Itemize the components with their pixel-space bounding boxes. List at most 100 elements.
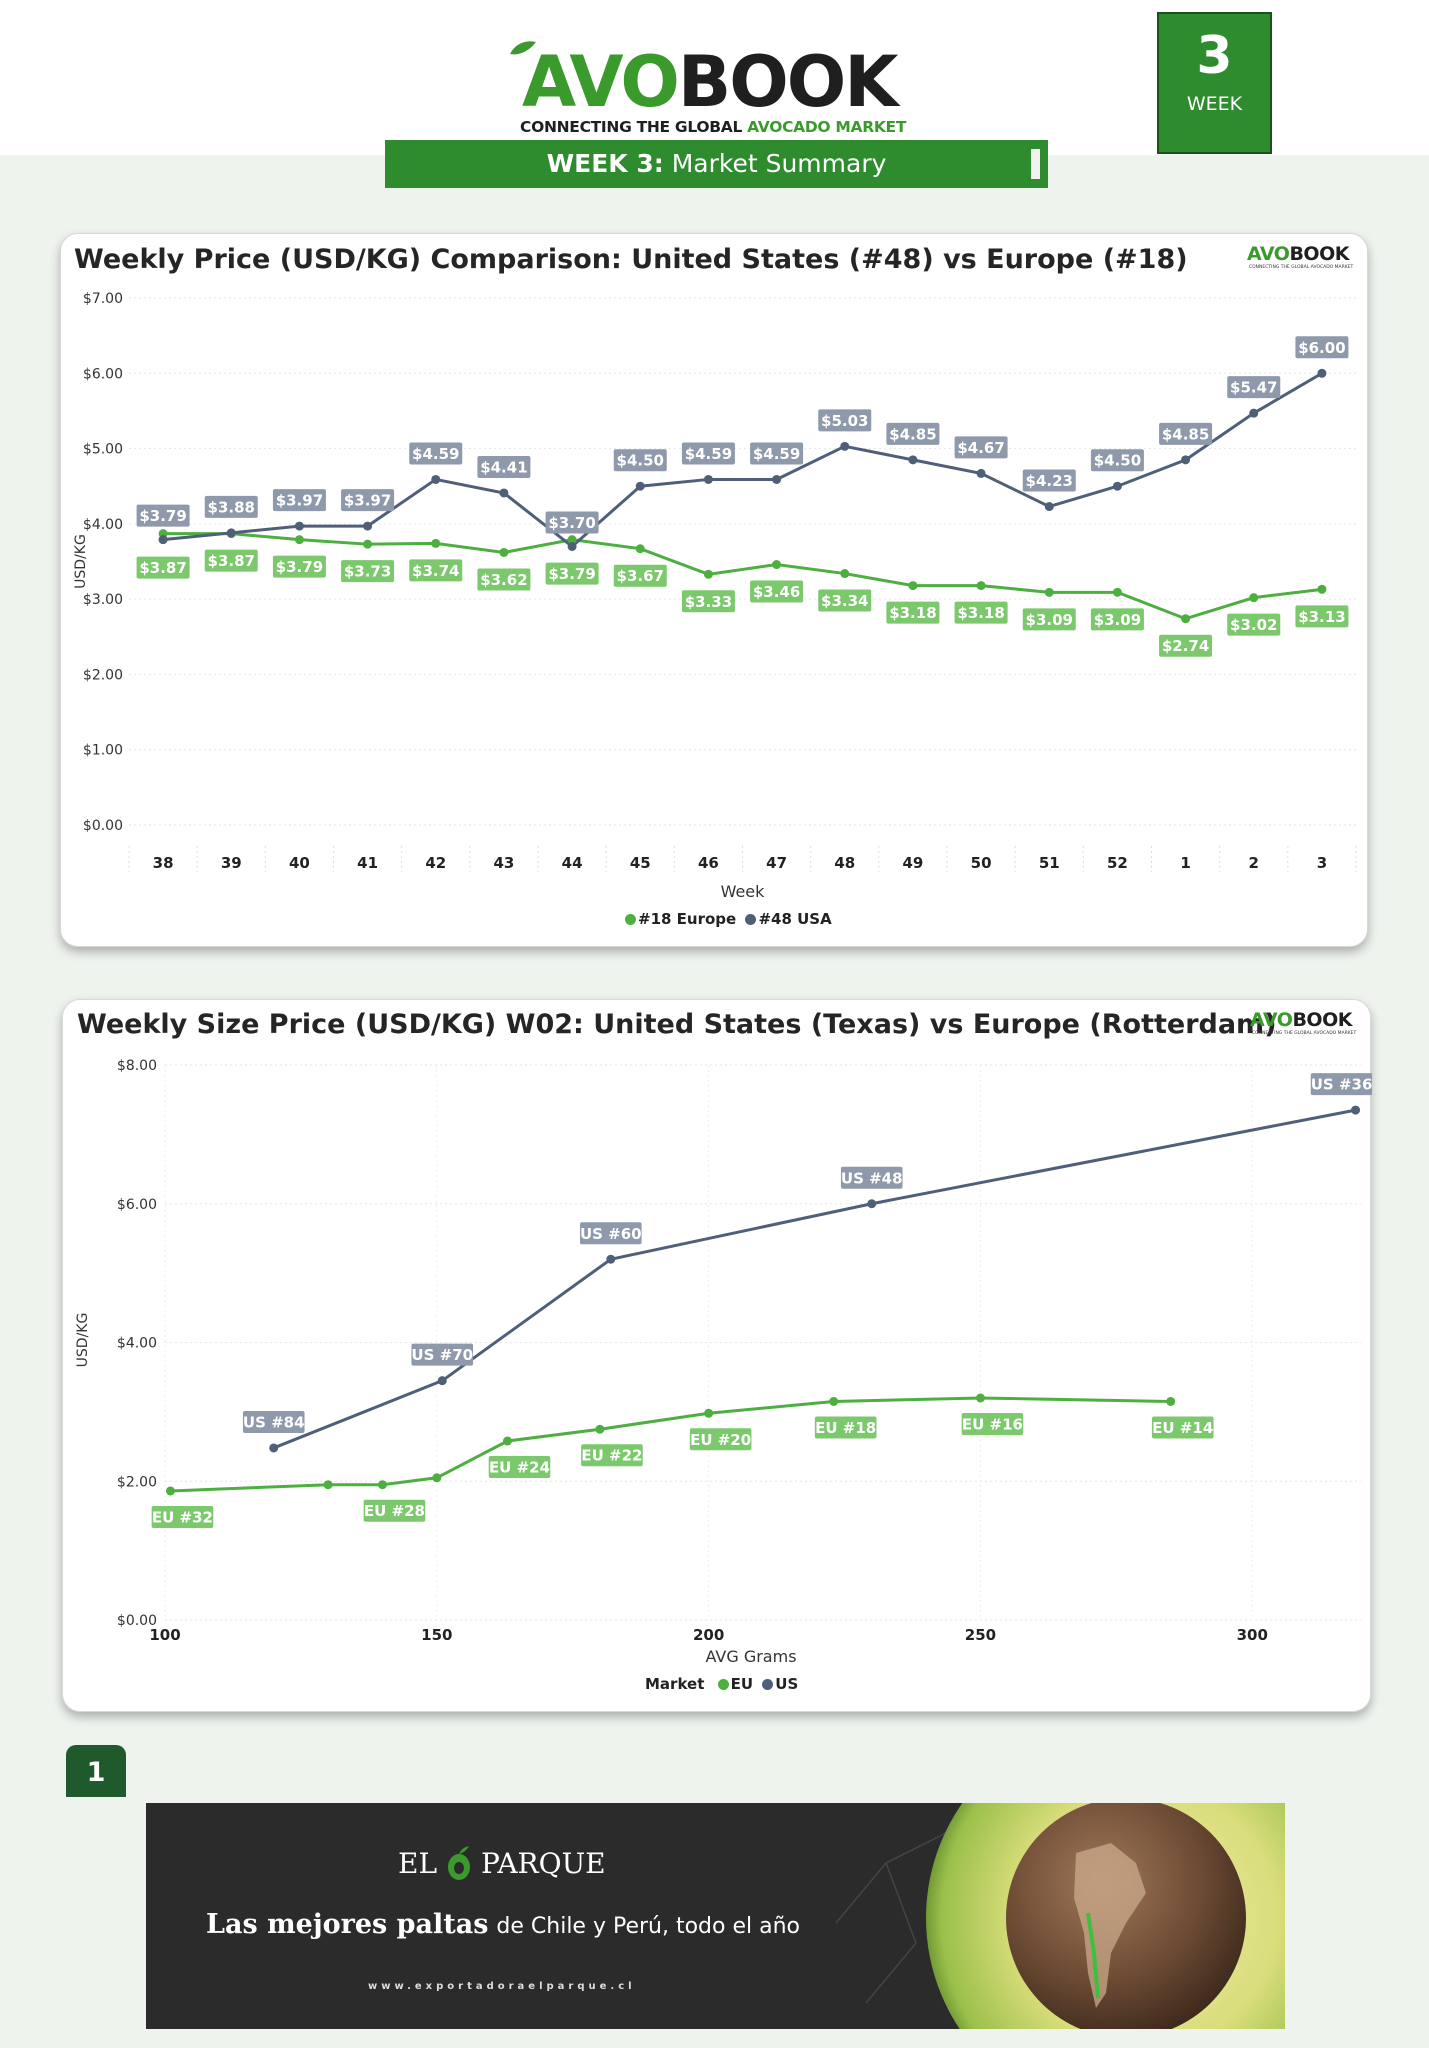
- europe-point: [499, 547, 509, 557]
- europe-value-label: $3.62: [480, 571, 527, 589]
- eu-size-label-bg: [581, 1444, 643, 1467]
- usa-point: [226, 528, 236, 538]
- usa-point: [363, 521, 373, 531]
- x-axis-label: AVG Grams: [705, 1647, 796, 1666]
- legend-europe[interactable]: #18 Europe: [638, 910, 737, 928]
- x-tick-label: 40: [289, 854, 310, 872]
- eu-point: [595, 1424, 605, 1434]
- usa-point: [840, 441, 850, 451]
- y-tick-label: $2.00: [83, 667, 123, 683]
- usa-value-label-bg: [204, 495, 258, 518]
- y-axis-label: USD/KG: [73, 534, 89, 589]
- chart-legend: #18 Europe #48 USA: [621, 910, 832, 928]
- usa-value-label: $3.97: [276, 492, 323, 510]
- europe-value-label: $3.33: [685, 593, 732, 611]
- europe-value-label-bg: [750, 580, 804, 603]
- eu-point: [323, 1480, 333, 1490]
- europe-value-label: $3.18: [957, 604, 1004, 622]
- week-banner: WEEK 3: Market Summary: [385, 140, 1048, 188]
- europe-point: [703, 569, 713, 579]
- x-tick-label: 38: [153, 854, 174, 872]
- usa-point: [1249, 408, 1259, 418]
- avocado-image: [835, 1803, 1285, 2029]
- usa-point: [635, 481, 645, 491]
- eu-size-label: EU #32: [152, 1508, 213, 1526]
- eu-size-label: EU #22: [581, 1447, 642, 1465]
- x-tick-label: 52: [1107, 854, 1128, 872]
- europe-value-label-bg: [1090, 608, 1144, 631]
- usa-value-label: $4.50: [1094, 452, 1141, 470]
- usa-point: [567, 541, 577, 551]
- y-tick-label: $6.00: [117, 1197, 157, 1213]
- weekly-price-line-chart: $0.00 $1.00 $2.00 $3.00 $4.00 $5.00 $6.00 $7.00…: [73, 291, 1357, 901]
- legend-eu[interactable]: EU: [730, 1675, 754, 1693]
- logo-tagline: CONNECTING THE GLOBAL AVOCADO MARKET: [520, 118, 907, 136]
- usa-value-label: $3.79: [139, 507, 186, 525]
- chart-title: Weekly Price (USD/KG) Comparison: United…: [74, 244, 1188, 275]
- europe-point: [772, 560, 782, 570]
- x-tick-label: 300: [1237, 1626, 1268, 1644]
- us-size-label: US #60: [580, 1225, 642, 1243]
- ad-brand: EL PARQUE: [398, 1846, 606, 1880]
- us-point: [606, 1254, 616, 1264]
- eu-point: [975, 1393, 985, 1403]
- x-tick-label: 51: [1039, 854, 1060, 872]
- eu-size-label: EU #24: [489, 1459, 550, 1477]
- europe-value-label: $3.79: [276, 558, 323, 576]
- avobook-logo[interactable]: AVOBOOK CONNECTING THE GLOBAL AVOCADO MA…: [508, 40, 928, 140]
- eu-line: [170, 1396, 1171, 1493]
- usa-point: [1181, 455, 1191, 465]
- usa-value-label: $4.67: [957, 439, 1004, 457]
- legend-usa-marker: [745, 914, 757, 925]
- usa-line: [162, 371, 1323, 549]
- logo-wordmark: AVOBOOK: [522, 41, 898, 123]
- usa-value-label-bg: [136, 504, 190, 527]
- europe-point: [635, 544, 645, 554]
- europe-value-label: $3.87: [208, 552, 255, 570]
- europe-value-label: $3.79: [548, 565, 595, 583]
- usa-value-label: $6.00: [1298, 339, 1345, 357]
- x-tick-label: 50: [971, 854, 992, 872]
- eu-size-label-bg: [814, 1416, 877, 1439]
- banner-marker: [1031, 149, 1040, 179]
- europe-value-label: $3.74: [412, 562, 459, 580]
- x-tick-label: 47: [766, 854, 787, 872]
- el-parque-advertisement[interactable]: EL PARQUE Las mejores paltas de Chile y Pe…: [146, 1803, 1285, 2029]
- usa-value-label: $4.59: [685, 445, 732, 463]
- usa-value-label: $4.59: [412, 445, 459, 463]
- y-tick-label: $0.00: [117, 1613, 157, 1629]
- ad-url[interactable]: www.exportadoraelparque.cl: [368, 1981, 636, 1992]
- europe-value-label-bg: [477, 568, 531, 591]
- eu-point: [704, 1408, 714, 1418]
- europe-value-label: $2.74: [1162, 637, 1209, 655]
- eu-point: [502, 1436, 512, 1446]
- chart-logo: AVOBOOK CONNECTING THE GLOBAL AVOCADO MA…: [1250, 1009, 1357, 1036]
- usa-point: [976, 468, 986, 478]
- usa-value-label-bg: [1022, 469, 1076, 492]
- europe-value-label: $3.67: [617, 567, 664, 585]
- usa-point: [1112, 481, 1122, 491]
- eu-size-label: EU #28: [364, 1502, 425, 1520]
- usa-value-label: $3.70: [548, 514, 595, 532]
- x-tick-label: 3: [1317, 854, 1327, 872]
- legend-us[interactable]: US: [775, 1675, 799, 1693]
- europe-value-label: $3.34: [821, 592, 868, 610]
- x-tick-label: 150: [421, 1626, 452, 1644]
- x-tick-label: 2: [1249, 854, 1259, 872]
- eu-size-label: EU #14: [1152, 1419, 1213, 1437]
- usa-value-label-bg: [1159, 422, 1213, 445]
- x-tick-label: 39: [221, 854, 242, 872]
- size-price-chart-card: Weekly Size Price (USD/KG) W02: United S…: [62, 999, 1372, 1712]
- legend-usa[interactable]: #48 USA: [758, 910, 832, 928]
- us-size-label-bg: [1310, 1073, 1372, 1096]
- europe-value-label-bg: [613, 564, 667, 587]
- chart-title: Weekly Size Price (USD/KG) W02: United S…: [77, 1009, 1277, 1040]
- eu-size-label: EU #20: [690, 1431, 751, 1449]
- x-tick-label: 41: [357, 854, 378, 872]
- usa-point: [1044, 502, 1054, 512]
- europe-value-label: $3.02: [1230, 616, 1277, 634]
- europe-value-label: $3.13: [1298, 608, 1345, 626]
- x-tick-label: 49: [902, 854, 923, 872]
- europe-point: [1044, 587, 1054, 597]
- eu-point: [1166, 1396, 1176, 1406]
